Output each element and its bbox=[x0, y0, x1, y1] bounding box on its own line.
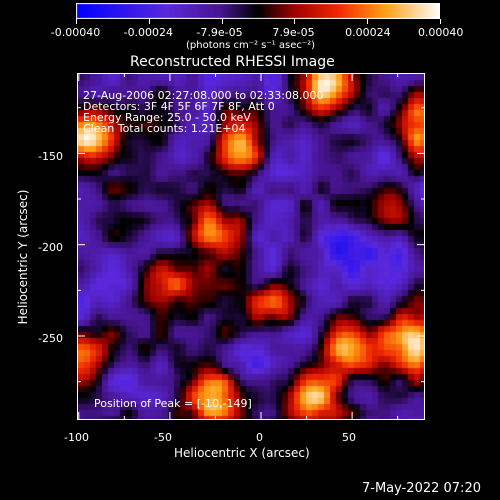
colorbar-tick-mark bbox=[294, 19, 296, 24]
plot-title: Reconstructed RHESSI Image bbox=[130, 54, 335, 70]
info-line-3: Energy Range: 25.0 - 50.0 keV bbox=[83, 111, 251, 124]
colorbar-tick-label: 0.00024 bbox=[345, 26, 391, 39]
x-axis-title: Heliocentric X (arcsec) bbox=[174, 446, 310, 460]
colorbar bbox=[76, 3, 440, 19]
colorbar-tick-mark bbox=[76, 19, 77, 24]
info-line-1: 27-Aug-2006 02:27:08.000 to 02:33:08.000 bbox=[83, 89, 324, 102]
info-line-4: Clean Total counts: 1.21E+04 bbox=[83, 122, 246, 135]
colorbar-tick-mark bbox=[221, 19, 223, 24]
heatmap-image bbox=[78, 74, 424, 419]
colorbar-units: (photons cm⁻² s⁻¹ asec⁻²) bbox=[186, 40, 316, 51]
footer-timestamp: 7-May-2022 07:20 bbox=[362, 481, 481, 496]
colorbar-tick-mark bbox=[367, 19, 369, 24]
x-tick-label: -100 bbox=[64, 431, 89, 444]
colorbar-tick-label: 7.9e-05 bbox=[272, 26, 315, 39]
x-tick-label: 0 bbox=[256, 431, 263, 444]
colorbar-tick-mark bbox=[148, 19, 150, 24]
y-axis-title: Heliocentric Y (arcsec) bbox=[16, 189, 30, 325]
colorbar-tick-label: -7.9e-05 bbox=[196, 26, 243, 39]
colorbar-tick-label: -0.00040 bbox=[50, 26, 101, 39]
y-tick-label: -150 bbox=[38, 150, 63, 163]
peak-position-text: Position of Peak = [-10,-149] bbox=[94, 397, 252, 410]
heatmap-plot: 27-Aug-2006 02:27:08.000 to 02:33:08.000… bbox=[77, 73, 425, 420]
y-tick-label: -250 bbox=[38, 332, 63, 345]
info-line-2: Detectors: 3F 4F 5F 6F 7F 8F, Att 0 bbox=[83, 100, 275, 113]
y-tick-label: -200 bbox=[38, 241, 63, 254]
x-tick-label: 50 bbox=[342, 431, 356, 444]
colorbar-tick-mark bbox=[440, 19, 441, 24]
x-tick-label: -50 bbox=[154, 431, 172, 444]
colorbar-tick-label: 0.00040 bbox=[417, 26, 464, 39]
colorbar-tick-label: -0.00024 bbox=[123, 26, 174, 39]
